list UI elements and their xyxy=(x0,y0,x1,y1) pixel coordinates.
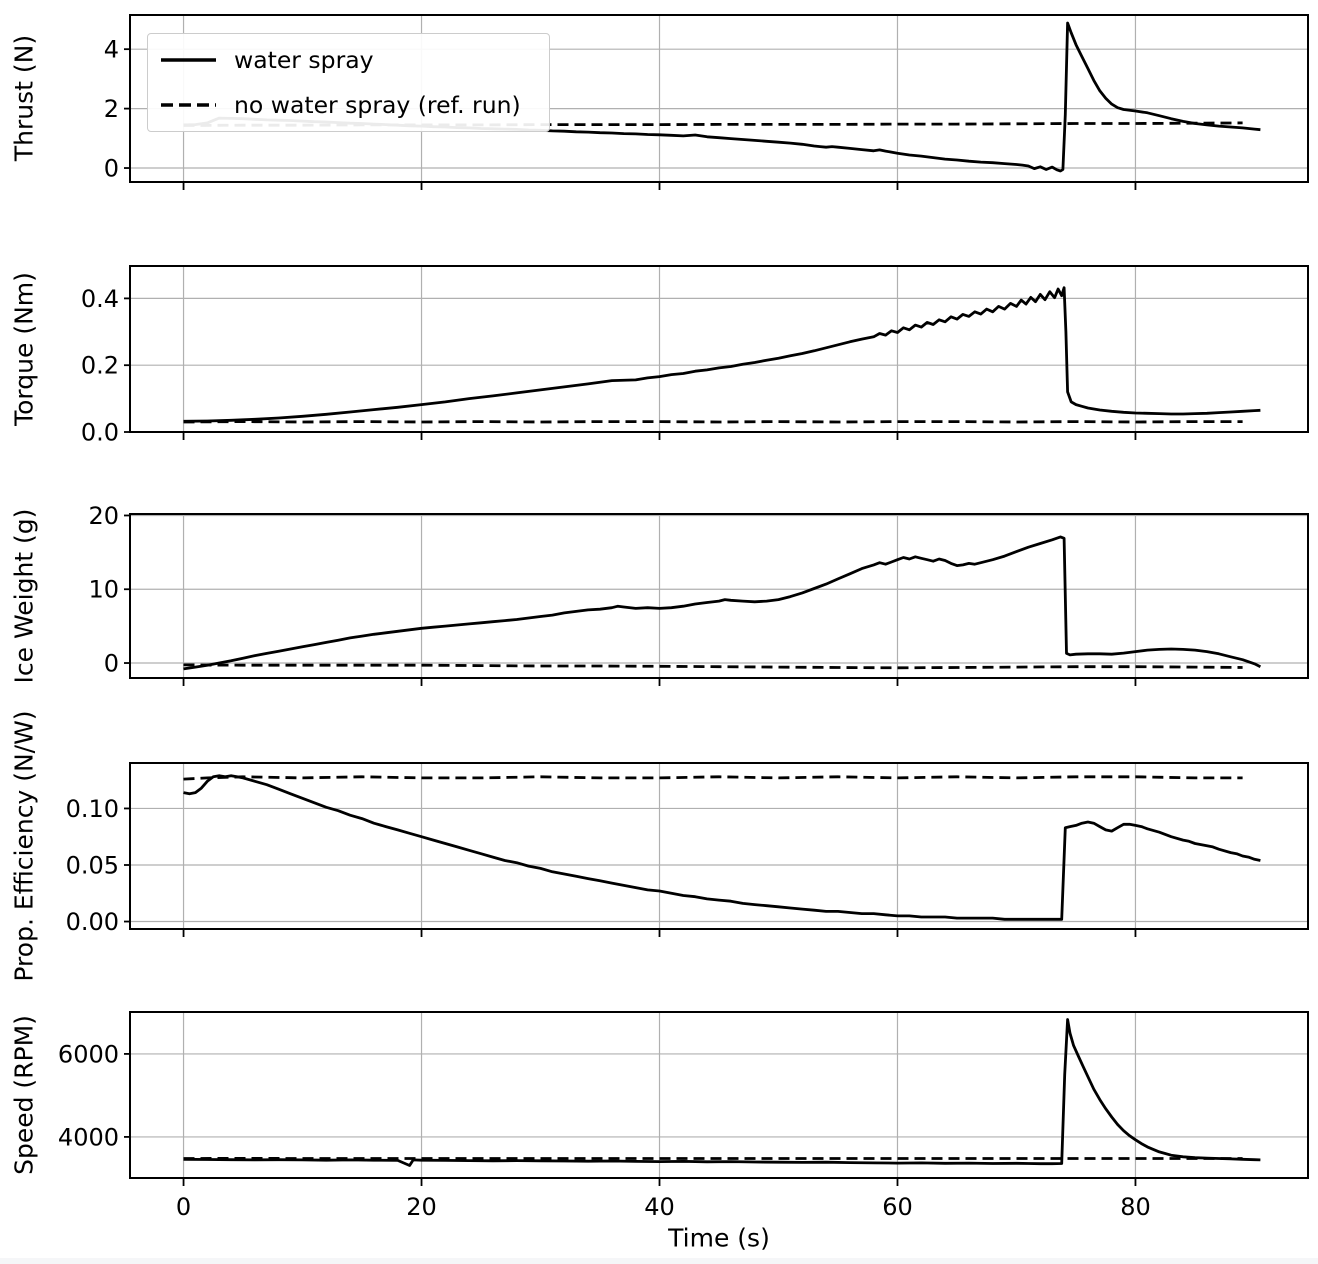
y-tick-label: 4 xyxy=(104,36,119,64)
panel-5: 4000 6000 0 20 40 60 80 xyxy=(58,1011,1309,1221)
y-tick-label: 0.4 xyxy=(81,285,119,313)
y-tick-label: 6000 xyxy=(58,1040,119,1068)
y-tick-label: 2 xyxy=(104,95,119,123)
window-edge-strip xyxy=(0,1258,1318,1264)
y-tick-label: 0.0 xyxy=(81,419,119,447)
y-axis-label-efficiency: Prop. Efficiency (N/W) xyxy=(9,710,39,982)
legend-solid-line-sample xyxy=(161,58,216,62)
legend-entry-water-spray: water spray xyxy=(160,46,549,74)
y-tick-label: 0.00 xyxy=(66,908,119,936)
x-tick-label: 60 xyxy=(882,1193,913,1221)
series-line-dashed xyxy=(183,775,1243,781)
axes-frame xyxy=(129,14,1309,183)
y-tick-label: 20 xyxy=(88,502,119,530)
series-line-solid xyxy=(183,774,1261,921)
panel-3: 0 10 20 xyxy=(88,502,1309,686)
legend: water spray no water spray (ref. run) xyxy=(147,33,550,132)
y-tick-label: 0 xyxy=(104,650,119,678)
panel-2: 0.0 0.2 0.4 xyxy=(81,265,1309,447)
y-axis-label-ice-weight: Ice Weight (g) xyxy=(9,508,39,684)
y-axis-label-speed: Speed (RPM) xyxy=(9,1015,39,1175)
axes-frame xyxy=(129,265,1309,433)
y-tick-label: 0.10 xyxy=(66,795,119,823)
series-line-solid xyxy=(183,286,1261,423)
axes-frame xyxy=(129,513,1309,679)
panel-4: 0.00 0.05 0.10 xyxy=(66,762,1309,937)
series-line-solid xyxy=(183,535,1262,671)
legend-label-water-spray: water spray xyxy=(234,46,374,75)
y-tick-label: 0.2 xyxy=(81,352,119,380)
axes-frame xyxy=(129,762,1309,930)
y-axis-label-thrust: Thrust (N) xyxy=(9,34,39,162)
axes-frame xyxy=(129,1011,1309,1179)
y-tick-label: 0 xyxy=(104,155,119,183)
legend-label-no-water-spray: no water spray (ref. run) xyxy=(234,90,521,119)
legend-dashed-line-sample xyxy=(161,103,216,107)
y-axis-label-torque: Torque (Nm) xyxy=(9,272,39,426)
y-tick-label: 0.05 xyxy=(66,851,119,879)
x-tick-label: 20 xyxy=(406,1193,437,1221)
series-line-solid xyxy=(183,1018,1261,1167)
y-tick-label: 4000 xyxy=(58,1123,119,1151)
legend-entry-no-water-spray: no water spray (ref. run) xyxy=(160,91,549,119)
x-tick-label: 40 xyxy=(644,1193,675,1221)
x-tick-label: 80 xyxy=(1120,1193,1151,1221)
x-axis-label: Time (s) xyxy=(668,1223,770,1253)
x-tick-label: 0 xyxy=(176,1193,191,1221)
y-tick-label: 10 xyxy=(88,576,119,604)
series-line-dashed xyxy=(183,663,1243,670)
